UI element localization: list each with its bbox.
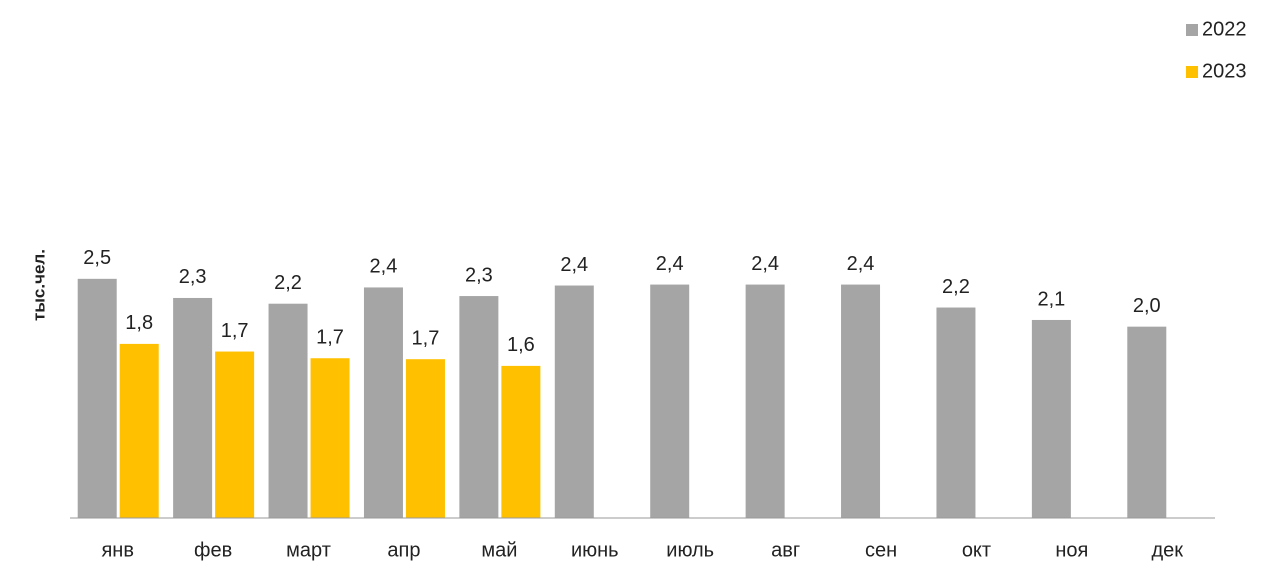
bar (215, 351, 255, 518)
data-label: 2,4 (751, 253, 779, 275)
x-tick-label: дек (1152, 539, 1184, 561)
x-tick-label: май (481, 539, 517, 561)
data-label: 2,0 (1133, 295, 1161, 317)
bar (119, 343, 159, 518)
x-tick-label: авг (771, 539, 800, 561)
data-label: 2,2 (942, 276, 970, 298)
legend-label: 2023 (1202, 60, 1247, 82)
data-label: 2,4 (370, 256, 398, 278)
bar (77, 278, 117, 518)
x-tick-label: ноя (1055, 539, 1088, 561)
data-label: 1,6 (507, 334, 535, 356)
legend-swatch (1186, 24, 1198, 36)
data-label: 1,7 (316, 327, 344, 349)
data-label: 2,4 (656, 253, 684, 275)
bar (310, 358, 350, 518)
x-tick-label: март (286, 539, 331, 561)
x-tick-label: сен (865, 539, 897, 561)
x-tick-label: окт (962, 539, 991, 561)
x-tick-label: фев (194, 539, 232, 561)
data-label: 2,3 (465, 264, 493, 286)
bar (501, 365, 541, 518)
data-label: 1,7 (412, 327, 440, 349)
data-label: 2,4 (847, 253, 875, 275)
bar (363, 287, 403, 518)
bar (1127, 326, 1167, 518)
bar (405, 359, 445, 518)
y-axis-label: тыс.чел. (29, 249, 48, 321)
bar (841, 284, 881, 518)
data-label: 1,7 (221, 320, 249, 342)
bar (650, 284, 690, 518)
data-label: 1,8 (125, 312, 153, 334)
x-tick-label: июль (666, 539, 714, 561)
x-tick-label: янв (101, 539, 134, 561)
data-label: 2,5 (83, 247, 111, 269)
bar (745, 284, 785, 518)
bar (268, 303, 308, 518)
legend-label: 2022 (1202, 18, 1247, 40)
x-tick-label: июнь (571, 539, 619, 561)
data-label: 2,1 (1037, 288, 1065, 310)
bar (459, 296, 499, 518)
bar (554, 285, 594, 518)
legend-swatch (1186, 66, 1198, 78)
x-tick-label: апр (387, 539, 420, 561)
data-label: 2,3 (179, 266, 207, 288)
bar (173, 297, 213, 518)
bar (936, 307, 976, 518)
bar (1031, 319, 1071, 518)
data-label: 2,2 (274, 272, 302, 294)
data-label: 2,4 (560, 254, 588, 276)
